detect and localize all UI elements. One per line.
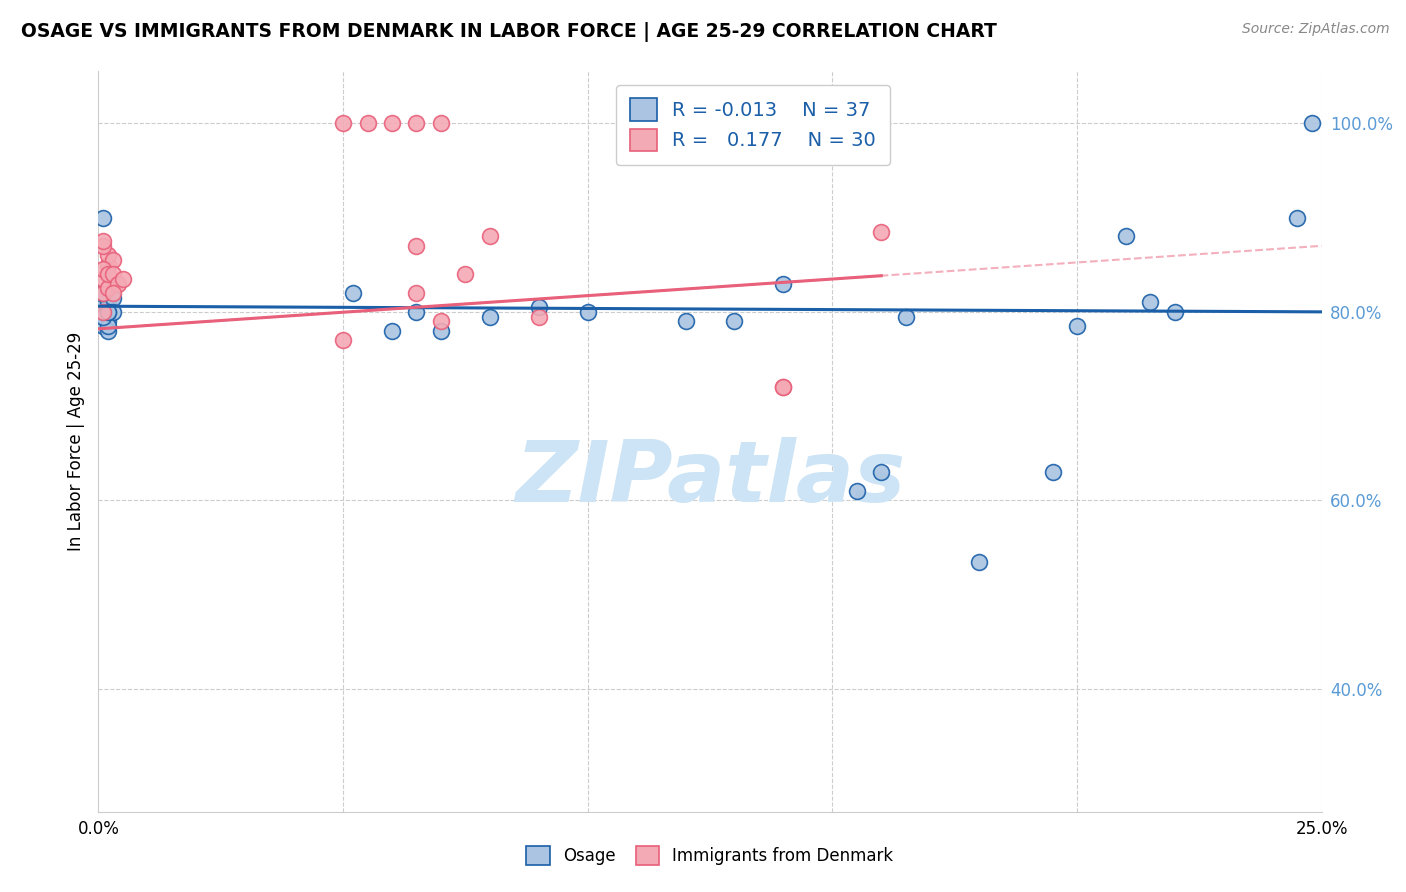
- Text: Source: ZipAtlas.com: Source: ZipAtlas.com: [1241, 22, 1389, 37]
- Point: [97, 324, 120, 338]
- Point: [91, 234, 114, 248]
- Point: [845, 484, 868, 499]
- Point: [454, 267, 477, 281]
- Point: [101, 267, 124, 281]
- Point: [1115, 229, 1137, 244]
- Point: [870, 225, 893, 239]
- Point: [97, 248, 120, 262]
- Point: [723, 314, 745, 328]
- Point: [405, 239, 427, 253]
- Legend: Osage, Immigrants from Denmark: Osage, Immigrants from Denmark: [519, 838, 901, 874]
- Point: [1066, 318, 1088, 333]
- Text: OSAGE VS IMMIGRANTS FROM DENMARK IN LABOR FORCE | AGE 25-29 CORRELATION CHART: OSAGE VS IMMIGRANTS FROM DENMARK IN LABO…: [21, 22, 997, 42]
- Point: [527, 300, 550, 314]
- Text: ZIPatlas: ZIPatlas: [515, 437, 905, 520]
- Point: [576, 305, 599, 319]
- Point: [1139, 295, 1161, 310]
- Point: [527, 310, 550, 324]
- Point: [91, 262, 114, 277]
- Point: [342, 285, 364, 300]
- Point: [405, 305, 427, 319]
- Point: [772, 380, 794, 394]
- Point: [101, 252, 124, 267]
- Point: [101, 291, 124, 305]
- Point: [430, 314, 453, 328]
- Point: [381, 116, 404, 130]
- Point: [870, 465, 893, 479]
- Point: [91, 318, 114, 333]
- Point: [381, 324, 404, 338]
- Point: [94, 305, 117, 319]
- Point: [107, 277, 129, 291]
- Point: [91, 305, 114, 319]
- Point: [91, 285, 114, 300]
- Point: [101, 305, 124, 319]
- Point: [1286, 211, 1309, 225]
- Point: [1164, 305, 1187, 319]
- Point: [430, 116, 453, 130]
- Point: [97, 258, 120, 272]
- Point: [91, 211, 114, 225]
- Point: [97, 267, 120, 281]
- Point: [91, 310, 114, 324]
- Point: [405, 116, 427, 130]
- Point: [91, 293, 114, 308]
- Point: [97, 295, 120, 310]
- Point: [101, 285, 124, 300]
- Point: [894, 310, 917, 324]
- Point: [91, 272, 114, 286]
- Point: [91, 285, 114, 300]
- Point: [772, 277, 794, 291]
- Point: [405, 285, 427, 300]
- Point: [967, 555, 990, 569]
- Point: [356, 116, 378, 130]
- Point: [97, 305, 120, 319]
- Point: [430, 324, 453, 338]
- Point: [97, 314, 120, 328]
- Point: [332, 333, 354, 347]
- Point: [91, 310, 114, 324]
- Point: [97, 318, 120, 333]
- Point: [91, 239, 114, 253]
- Point: [332, 116, 354, 130]
- Point: [1301, 116, 1323, 130]
- Point: [111, 272, 134, 286]
- Point: [772, 380, 794, 394]
- Point: [478, 229, 501, 244]
- Point: [675, 314, 697, 328]
- Y-axis label: In Labor Force | Age 25-29: In Labor Force | Age 25-29: [66, 332, 84, 551]
- Point: [90, 285, 112, 300]
- Point: [97, 305, 120, 319]
- Point: [1042, 465, 1064, 479]
- Point: [97, 281, 120, 295]
- Point: [478, 310, 501, 324]
